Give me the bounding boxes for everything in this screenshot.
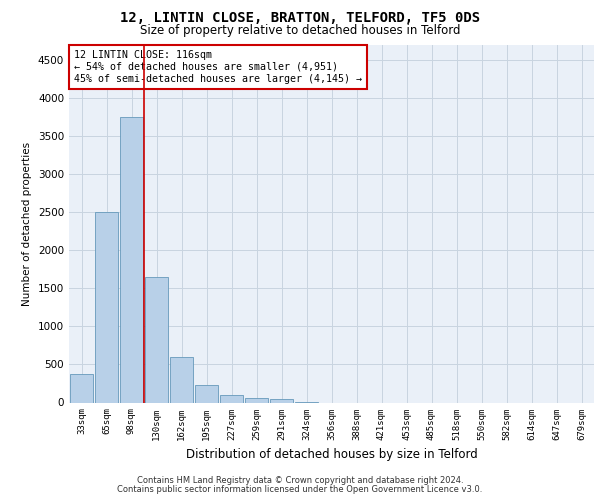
Bar — [220, 395, 243, 402]
Bar — [145, 277, 168, 402]
Bar — [70, 374, 93, 402]
Bar — [195, 386, 218, 402]
Bar — [120, 118, 143, 403]
Text: Contains HM Land Registry data © Crown copyright and database right 2024.: Contains HM Land Registry data © Crown c… — [137, 476, 463, 485]
Y-axis label: Number of detached properties: Number of detached properties — [22, 142, 32, 306]
X-axis label: Distribution of detached houses by size in Telford: Distribution of detached houses by size … — [185, 448, 478, 461]
Text: Contains public sector information licensed under the Open Government Licence v3: Contains public sector information licen… — [118, 485, 482, 494]
Bar — [270, 400, 293, 402]
Bar — [95, 212, 118, 402]
Text: 12, LINTIN CLOSE, BRATTON, TELFORD, TF5 0DS: 12, LINTIN CLOSE, BRATTON, TELFORD, TF5 … — [120, 11, 480, 25]
Text: 12 LINTIN CLOSE: 116sqm
← 54% of detached houses are smaller (4,951)
45% of semi: 12 LINTIN CLOSE: 116sqm ← 54% of detache… — [74, 50, 362, 84]
Text: Size of property relative to detached houses in Telford: Size of property relative to detached ho… — [140, 24, 460, 37]
Bar — [245, 398, 268, 402]
Bar — [170, 357, 193, 403]
